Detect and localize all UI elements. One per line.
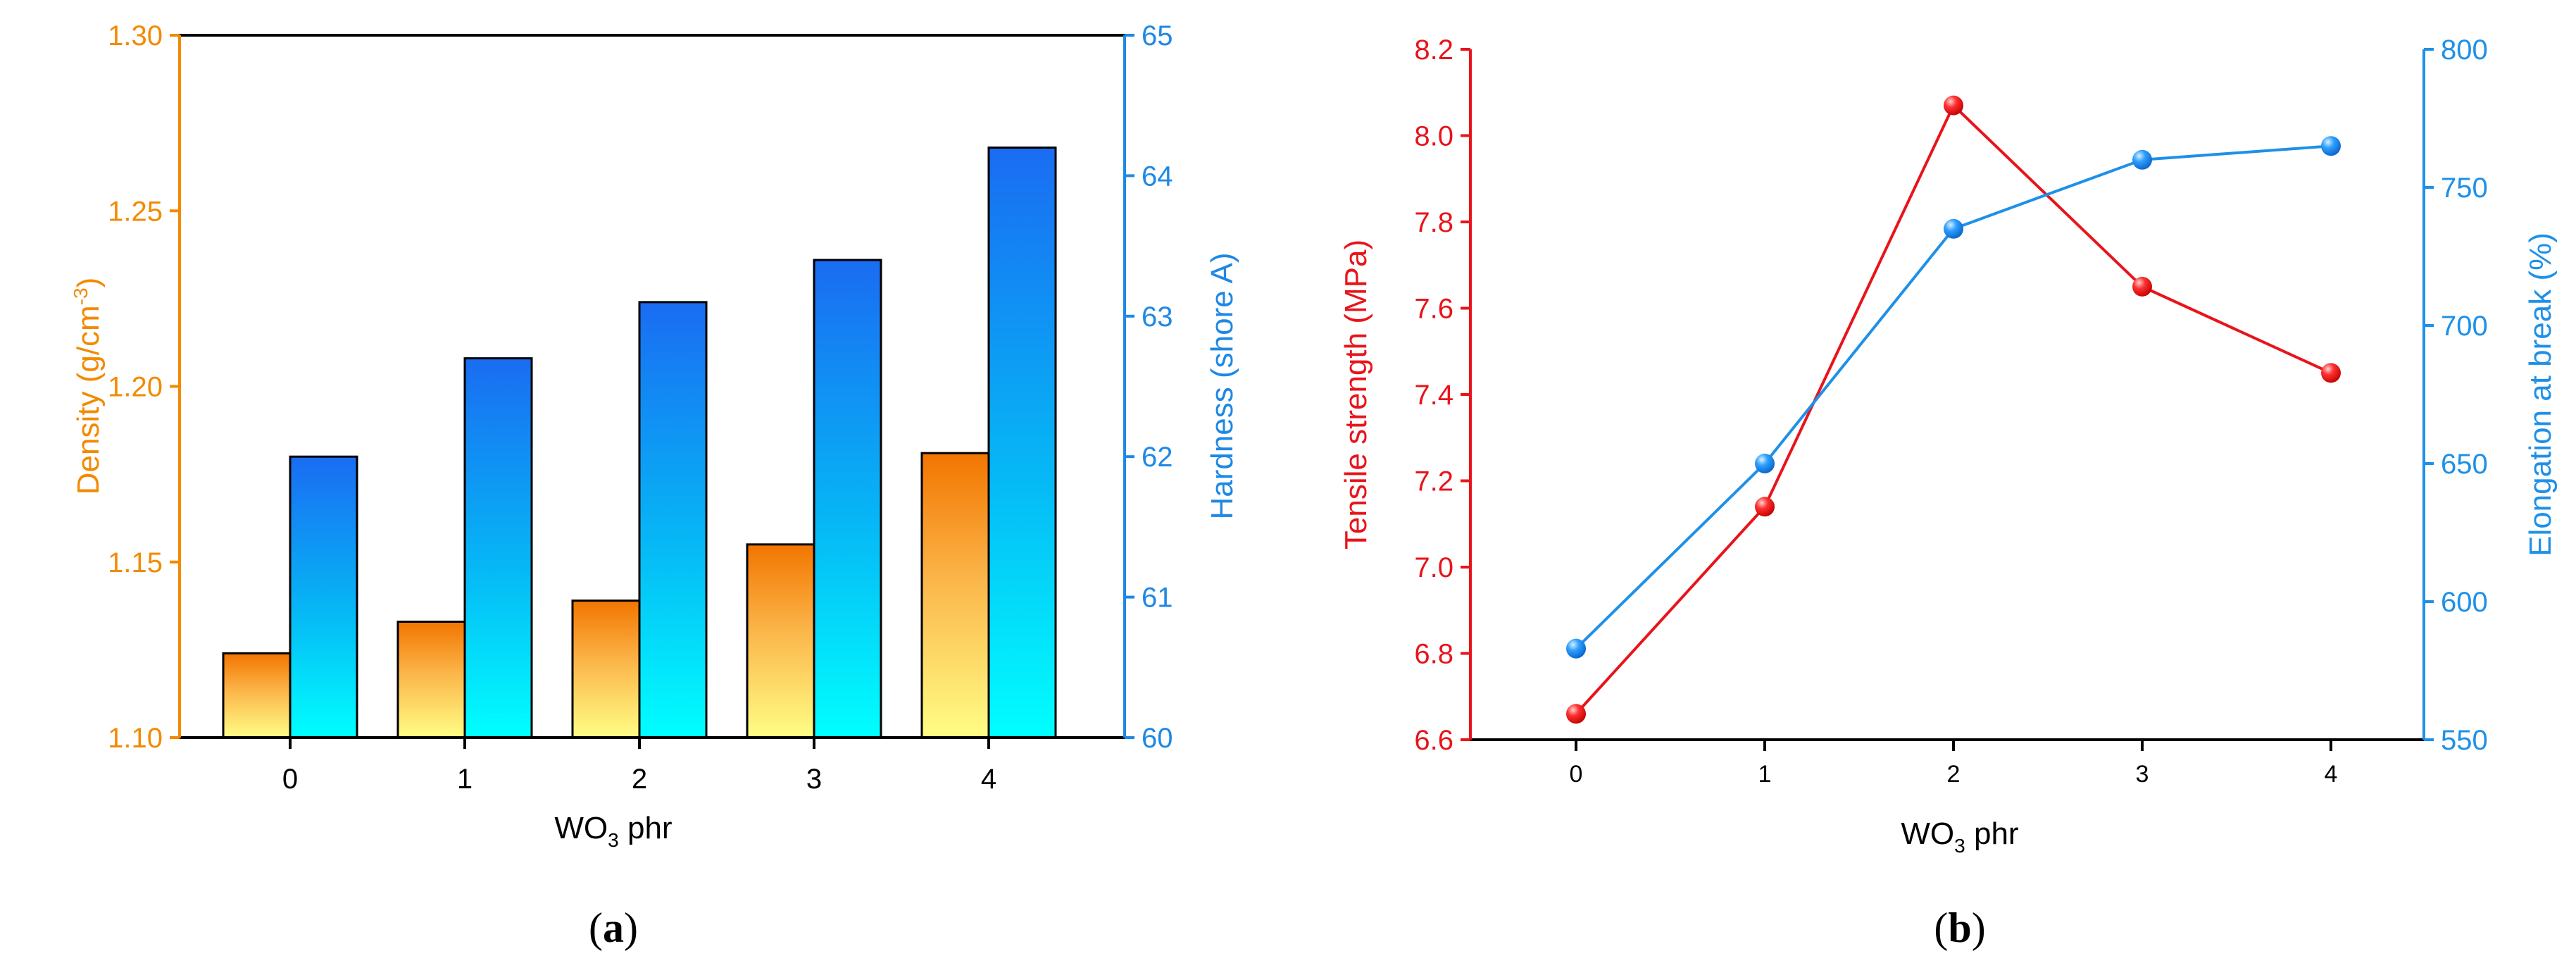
x-tick-label: 3 <box>806 764 822 795</box>
left-tick-label: 1.15 <box>108 547 163 578</box>
hardness-bar <box>987 147 1057 739</box>
right-tick-label: 700 <box>2441 311 2488 342</box>
elongation-point <box>1566 638 1586 659</box>
left-tick-label: 7.4 <box>1414 380 1453 411</box>
tensile-strength-point <box>2132 276 2152 297</box>
x-tick-label: 4 <box>981 764 996 795</box>
panel-b-left-ticks: 6.6 6.8 7.0 7.2 7.4 7.6 7.8 8.0 8.2 <box>1414 35 1470 756</box>
panel-a-left-axis-title: Density (g/cm-3) <box>70 278 106 495</box>
left-tick-label: 8.0 <box>1414 121 1453 152</box>
x-tick-label: 2 <box>1947 761 1961 788</box>
hardness-bar <box>813 259 882 739</box>
x-tick-label: 3 <box>2136 761 2149 788</box>
panel-a-x-ticks: 0 1 2 3 4 <box>282 738 996 795</box>
panel-b-left-axis-title: Tensile strength (MPa) <box>1339 240 1373 549</box>
right-tick-label: 750 <box>2441 173 2488 204</box>
panel-b-series <box>1566 95 2341 724</box>
density-bar <box>920 452 990 739</box>
right-tick-label: 650 <box>2441 449 2488 480</box>
x-tick-label: 1 <box>457 764 473 795</box>
right-tick-label: 600 <box>2441 587 2488 618</box>
panel-a-label: (a) <box>589 905 638 951</box>
panel-a-x-axis-title: WO3 phr <box>554 811 672 851</box>
panel-a-left-ticks: 1.10 1.15 1.20 1.25 1.30 <box>108 20 180 754</box>
left-tick-label: 1.30 <box>108 20 163 51</box>
panel-b-x-axis-title: WO3 phr <box>1901 816 2018 857</box>
density-bar <box>571 600 641 739</box>
hardness-bar <box>463 357 533 739</box>
hardness-bar <box>289 455 358 739</box>
right-tick-label: 63 <box>1142 302 1173 333</box>
right-tick-label: 62 <box>1142 442 1173 473</box>
panel-a-right-ticks: 60 61 62 63 64 65 <box>1125 20 1173 754</box>
density-bar <box>746 543 815 739</box>
right-tick-label: 65 <box>1142 20 1173 51</box>
elongation-point <box>2321 136 2341 156</box>
left-tick-label: 7.8 <box>1414 207 1453 238</box>
right-tick-label: 61 <box>1142 583 1173 614</box>
tensile-strength-point <box>1566 704 1586 724</box>
right-tick-label: 60 <box>1142 723 1173 754</box>
panel-b: 6.6 6.8 7.0 7.2 7.4 7.6 7.8 8.0 8.2 550 600 650 700… <box>1339 35 2558 951</box>
right-tick-label: 800 <box>2441 35 2488 66</box>
panel-b-right-axis-title: Elongation at break (%) <box>2523 232 2558 557</box>
tensile-strength-point <box>1755 497 1775 517</box>
panel-b-x-ticks: 0 1 2 3 4 <box>1570 740 2338 788</box>
left-tick-label: 1.20 <box>108 372 163 403</box>
panel-b-right-ticks: 550 600 650 700 750 800 <box>2424 35 2488 756</box>
elongation-point <box>1755 454 1775 473</box>
tensile-strength-point <box>1944 95 1963 116</box>
left-tick-label: 1.10 <box>108 723 163 754</box>
right-tick-label: 64 <box>1142 161 1173 192</box>
x-tick-label: 0 <box>1570 761 1583 788</box>
hardness-bar <box>638 301 708 739</box>
density-bar <box>222 652 292 739</box>
left-tick-label: 7.0 <box>1414 552 1453 583</box>
left-tick-label: 8.2 <box>1414 35 1453 66</box>
right-tick-label: 550 <box>2441 725 2488 756</box>
left-tick-label: 6.8 <box>1414 639 1453 670</box>
x-tick-label: 0 <box>282 764 298 795</box>
density-bar <box>396 620 466 739</box>
left-tick-label: 7.2 <box>1414 466 1453 497</box>
x-tick-label: 4 <box>2325 761 2338 788</box>
panel-b-label: (b) <box>1934 905 1985 951</box>
left-tick-label: 6.6 <box>1414 725 1453 756</box>
panel-a-bars <box>222 147 1057 739</box>
tensile-strength-point <box>2321 363 2341 383</box>
x-tick-label: 1 <box>1758 761 1772 788</box>
elongation-point <box>2132 149 2152 170</box>
panel-a-right-axis-title: Hardness (shore A) <box>1205 252 1239 519</box>
x-tick-label: 2 <box>632 764 647 795</box>
elongation-point <box>1944 218 1963 239</box>
left-tick-label: 1.25 <box>108 196 163 227</box>
tensile-strength-line <box>1575 103 2332 715</box>
left-tick-label: 7.6 <box>1414 294 1453 325</box>
